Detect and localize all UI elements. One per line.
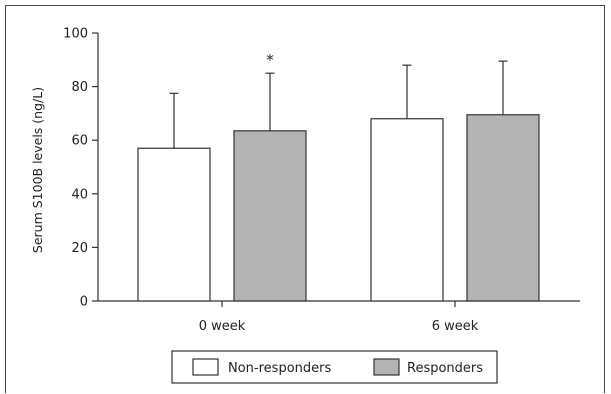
- legend-box: [171, 350, 498, 384]
- x-tick-label: 6 week: [432, 319, 479, 334]
- y-tick-label: 0: [80, 295, 88, 310]
- legend-label: Responders: [407, 361, 483, 376]
- x-tick-label: 0 week: [199, 319, 246, 334]
- legend-label: Non-responders: [228, 361, 331, 376]
- legend-swatch: [373, 358, 400, 376]
- y-tick-label: 80: [71, 80, 88, 95]
- y-axis-label: Serum S100B levels (ng/L): [30, 87, 45, 253]
- y-tick-label: 60: [71, 134, 88, 149]
- bar: [233, 130, 307, 302]
- bar: [137, 147, 211, 302]
- y-tick-label: 100: [63, 27, 88, 42]
- y-tick-label: 40: [71, 187, 88, 202]
- bar: [466, 114, 540, 302]
- y-tick-label: 20: [71, 241, 88, 256]
- bar: [370, 118, 444, 302]
- significance-marker: *: [266, 51, 274, 69]
- legend-swatch: [192, 358, 219, 376]
- chart-frame: [5, 5, 605, 393]
